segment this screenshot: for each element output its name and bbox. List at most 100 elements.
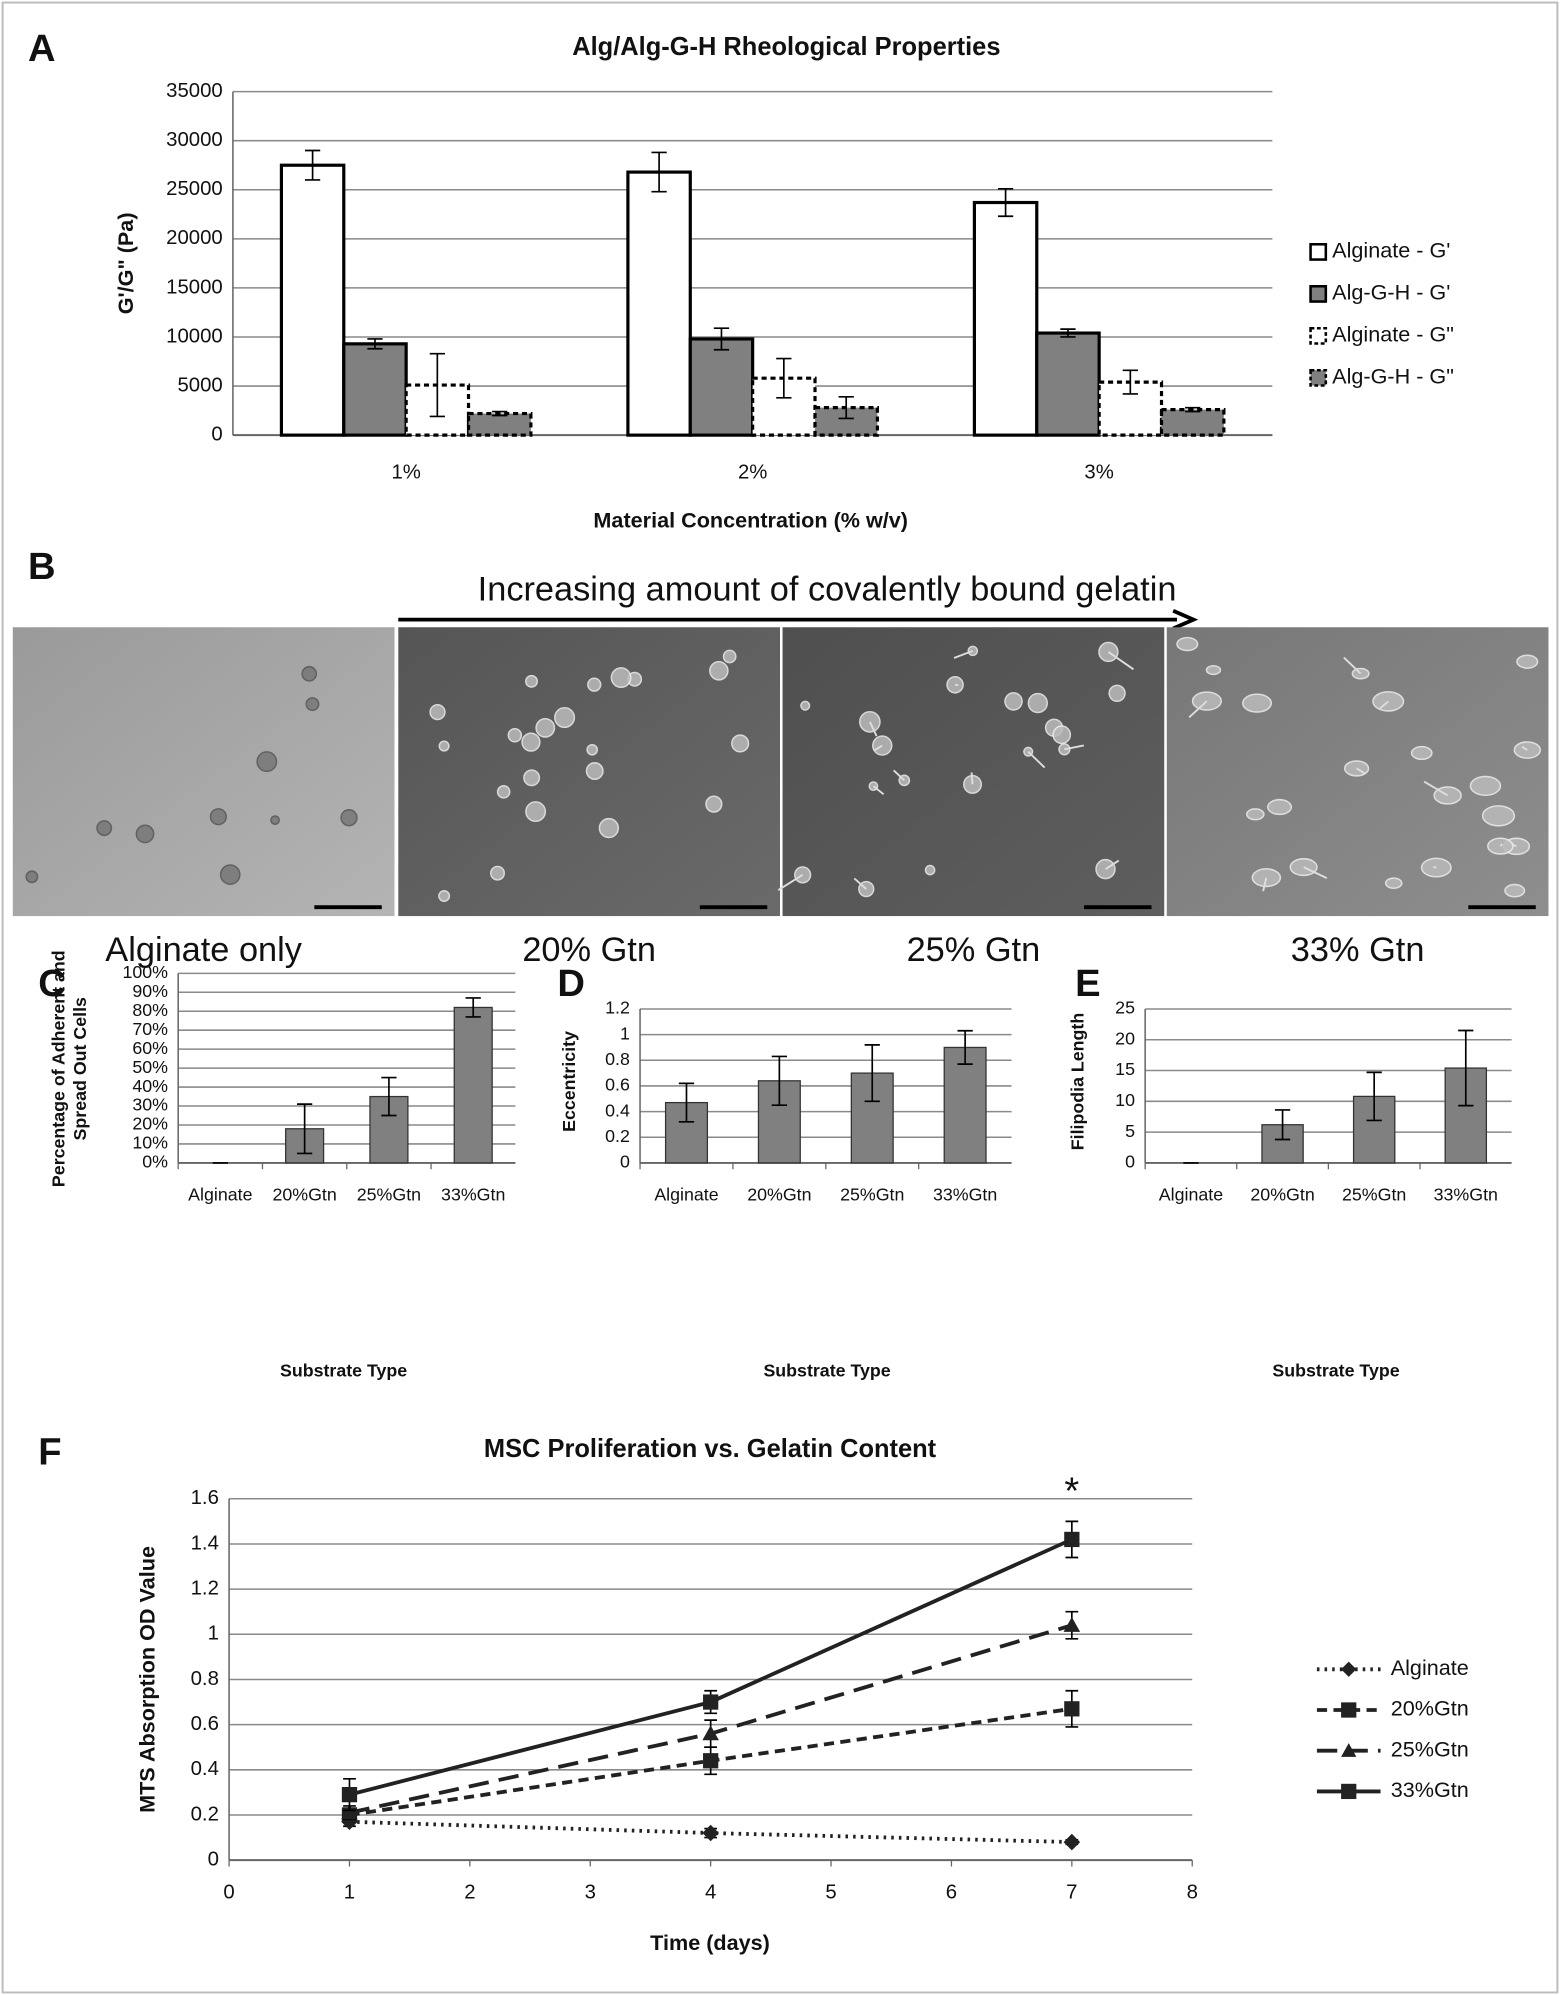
- cell: [256, 751, 278, 773]
- y-tick-label: 1: [208, 1623, 219, 1645]
- cell: [1469, 775, 1502, 797]
- micrograph-caption: 33% Gtn: [1291, 931, 1425, 969]
- cell: [1504, 883, 1526, 898]
- y-tick-label: 50%: [132, 1057, 168, 1077]
- chart-title: MSC Proliferation vs. Gelatin Content: [484, 1435, 937, 1463]
- x-tick-label: 5: [825, 1882, 836, 1904]
- marker: [341, 1804, 358, 1820]
- x-tick-label: Alginate: [1159, 1185, 1223, 1205]
- legend-label: Alg-G-H - G": [1332, 364, 1454, 389]
- legend-label: Alg-G-H - G': [1332, 280, 1450, 305]
- y-tick-label: 70%: [132, 1019, 168, 1039]
- legend-swatch: [1309, 368, 1328, 387]
- cell: [1004, 692, 1023, 711]
- y-axis-label: Spread Out Cells: [70, 997, 90, 1141]
- error-bar: [776, 357, 792, 399]
- filopodium: [1027, 751, 1046, 769]
- y-tick-label: 0: [208, 1849, 219, 1871]
- annotation: *: [1064, 1469, 1079, 1512]
- cell: [859, 710, 881, 733]
- marker: [1064, 1531, 1080, 1548]
- marker: [702, 1725, 719, 1741]
- cell: [96, 820, 113, 837]
- x-tick-label: 33%Gtn: [1434, 1185, 1498, 1205]
- marker: [702, 1824, 719, 1842]
- error-bar: [465, 997, 481, 1018]
- filopodium: [1064, 744, 1085, 751]
- cell: [521, 732, 541, 752]
- y-tick-label: 0.8: [191, 1668, 219, 1690]
- bar: [466, 411, 533, 437]
- cell: [709, 660, 729, 681]
- x-axis-label: Substrate Type: [280, 1360, 407, 1380]
- cell: [1384, 877, 1403, 889]
- micrograph-caption: 25% Gtn: [907, 931, 1041, 969]
- y-tick-label: 15000: [166, 276, 223, 298]
- legend-swatch: [1309, 285, 1328, 303]
- filopodium: [777, 874, 804, 891]
- filopodium: [1343, 656, 1362, 675]
- cell: [25, 870, 39, 884]
- error-bar: [864, 1044, 880, 1103]
- y-tick-label: 0.4: [191, 1758, 219, 1780]
- filopodium: [1379, 700, 1389, 710]
- cell: [587, 677, 602, 692]
- y-tick-label: 25: [1115, 998, 1135, 1018]
- cell: [924, 864, 936, 876]
- y-tick-label: 0.2: [191, 1803, 219, 1825]
- error-bar: [957, 1029, 973, 1065]
- legend-label: 25%Gtn: [1391, 1736, 1469, 1761]
- cell: [305, 697, 320, 712]
- cell: [438, 890, 451, 903]
- marker: [1341, 1743, 1357, 1757]
- cell: [1267, 798, 1293, 816]
- y-tick-label: 5: [1125, 1121, 1135, 1141]
- error-bar: [678, 1082, 695, 1123]
- cell: [585, 762, 604, 780]
- arrow-head: [1172, 608, 1199, 631]
- y-tick-label: 0.8: [605, 1049, 630, 1069]
- marker: [341, 1787, 358, 1803]
- cell: [1245, 808, 1265, 821]
- cell: [794, 866, 812, 884]
- legend-label: 20%Gtn: [1391, 1696, 1469, 1721]
- y-tick-label: 30%: [132, 1095, 168, 1115]
- error-bar: [1274, 1109, 1291, 1141]
- cell: [1516, 654, 1539, 669]
- error-bar: [771, 1055, 787, 1106]
- filopodium: [1303, 866, 1328, 879]
- filopodium: [1188, 700, 1208, 719]
- y-axis-label: G'/G" (Pa): [113, 212, 138, 314]
- micrograph-caption: 20% Gtn: [522, 931, 656, 969]
- error-bar: [1366, 1071, 1382, 1122]
- cell: [219, 864, 241, 885]
- cell: [209, 808, 227, 826]
- y-tick-label: 10000: [166, 325, 223, 347]
- y-tick-label: 1.4: [191, 1532, 219, 1554]
- x-tick-label: 2%: [738, 462, 767, 484]
- x-tick-label: Alginate: [654, 1185, 718, 1205]
- panel-letter: C: [38, 962, 66, 1005]
- x-tick-label: 33%Gtn: [933, 1185, 997, 1205]
- cell: [1108, 684, 1126, 702]
- x-axis-label: Time (days): [650, 1930, 770, 1955]
- cell: [1098, 641, 1119, 663]
- x-tick-label: 1%: [391, 462, 420, 484]
- filopodium: [872, 785, 885, 796]
- filopodium: [1107, 651, 1135, 671]
- error-bar: [367, 338, 383, 350]
- cell: [301, 665, 318, 682]
- filopodium: [874, 744, 883, 752]
- chart-title: Alg/Alg-G-H Rheological Properties: [572, 33, 1000, 61]
- bar: [453, 1006, 493, 1164]
- y-axis-label: Filipodia Length: [1068, 1013, 1088, 1150]
- x-tick-label: 4: [705, 1882, 716, 1904]
- error-bar: [296, 1103, 313, 1155]
- cell: [523, 769, 541, 787]
- panel-letter: F: [38, 1430, 61, 1473]
- marker: [1063, 1833, 1081, 1851]
- filopodium: [892, 769, 905, 782]
- marker: [1341, 1661, 1357, 1677]
- error-bar: [1458, 1029, 1474, 1107]
- filopodium: [970, 772, 974, 785]
